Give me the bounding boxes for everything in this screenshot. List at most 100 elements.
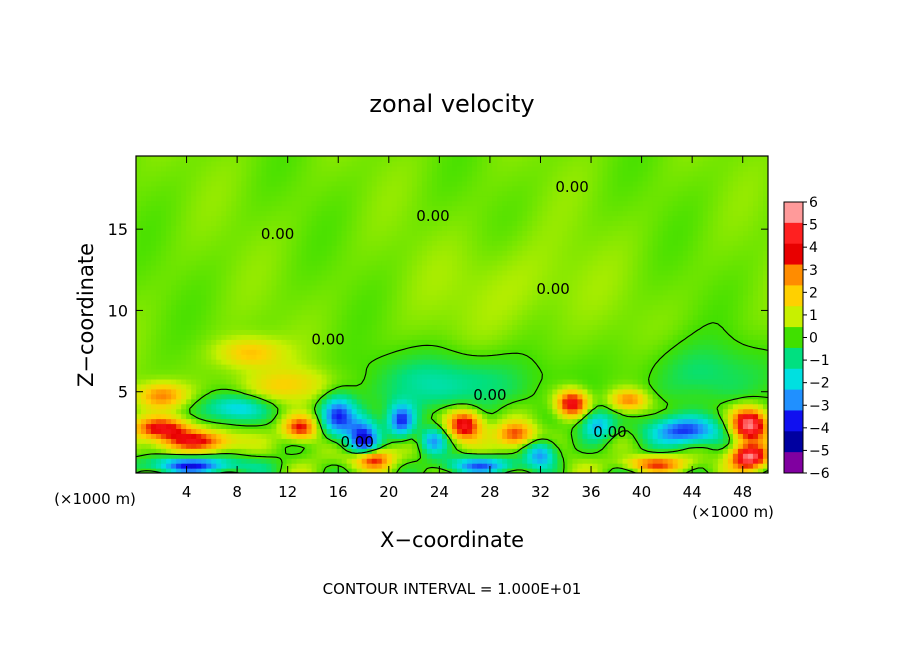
heatmap-cell bbox=[326, 368, 333, 375]
heatmap-cell bbox=[416, 463, 423, 469]
heatmap-cell bbox=[381, 368, 388, 375]
heatmap-cell bbox=[186, 304, 192, 311]
heatmap-cell bbox=[176, 284, 182, 291]
heatmap-cell bbox=[667, 393, 674, 400]
heatmap-cell bbox=[256, 433, 262, 439]
heatmap-cell bbox=[206, 378, 212, 385]
heatmap-cell bbox=[446, 339, 453, 345]
heatmap-cell bbox=[587, 349, 594, 355]
heatmap-cell bbox=[331, 388, 338, 395]
heatmap-cell bbox=[331, 314, 338, 321]
heatmap-cell bbox=[351, 364, 358, 370]
heatmap-cell bbox=[431, 299, 438, 306]
heatmap-cell bbox=[406, 433, 413, 439]
heatmap-cell bbox=[346, 314, 353, 321]
heatmap-cell bbox=[467, 289, 473, 296]
heatmap-cell bbox=[206, 304, 212, 311]
heatmap-cell bbox=[712, 364, 719, 370]
heatmap-cell bbox=[637, 418, 644, 425]
heatmap-cell bbox=[276, 408, 283, 415]
heatmap-cell bbox=[477, 398, 483, 405]
heatmap-cell bbox=[236, 408, 242, 415]
heatmap-cell bbox=[401, 448, 408, 454]
heatmap-cell bbox=[462, 314, 468, 321]
heatmap-cell bbox=[467, 468, 473, 473]
heatmap-cell bbox=[487, 388, 493, 395]
heatmap-cell bbox=[657, 368, 664, 375]
heatmap-cell bbox=[416, 453, 423, 459]
heatmap-cell bbox=[316, 443, 323, 449]
heatmap-cell bbox=[336, 393, 343, 400]
heatmap-cell bbox=[206, 443, 212, 449]
heatmap-cell bbox=[567, 458, 573, 464]
heatmap-cell bbox=[542, 438, 548, 444]
heatmap-cell bbox=[462, 364, 468, 370]
heatmap-cell bbox=[401, 433, 408, 439]
heatmap-cell bbox=[507, 324, 513, 330]
heatmap-cell bbox=[371, 423, 378, 430]
heatmap-cell bbox=[667, 398, 674, 405]
heatmap-cell bbox=[687, 463, 694, 469]
heatmap-cell bbox=[647, 403, 654, 410]
heatmap-cell bbox=[431, 453, 438, 459]
heatmap-cell bbox=[386, 319, 393, 325]
heatmap-cell bbox=[512, 393, 518, 400]
heatmap-cell bbox=[146, 334, 152, 340]
heatmap-cell bbox=[642, 373, 649, 380]
heatmap-cell bbox=[136, 458, 142, 464]
heatmap-cell bbox=[231, 349, 237, 355]
heatmap-cell bbox=[742, 289, 749, 296]
heatmap-cell bbox=[266, 359, 273, 365]
heatmap-cell bbox=[276, 388, 283, 395]
heatmap-cell bbox=[762, 319, 768, 325]
heatmap-cell bbox=[221, 279, 227, 286]
heatmap-cell bbox=[376, 289, 383, 296]
heatmap-cell bbox=[617, 458, 624, 464]
heatmap-cell bbox=[572, 413, 578, 420]
heatmap-cell bbox=[572, 373, 578, 380]
heatmap-cell bbox=[582, 423, 589, 430]
heatmap-cell bbox=[572, 468, 578, 473]
heatmap-cell bbox=[446, 274, 453, 281]
heatmap-cell bbox=[186, 468, 192, 473]
heatmap-cell bbox=[391, 423, 398, 430]
heatmap-cell bbox=[552, 294, 558, 301]
heatmap-cell bbox=[482, 428, 488, 434]
heatmap-cell bbox=[647, 443, 654, 449]
heatmap-cell bbox=[667, 344, 674, 350]
heatmap-cell bbox=[156, 418, 162, 425]
heatmap-cell bbox=[241, 428, 247, 434]
heatmap-cell bbox=[301, 413, 308, 420]
heatmap-cell bbox=[166, 453, 172, 459]
heatmap-cell bbox=[271, 364, 278, 370]
heatmap-cell bbox=[702, 458, 709, 464]
heatmap-cell bbox=[567, 453, 573, 459]
heatmap-cell bbox=[627, 304, 634, 311]
heatmap-cell bbox=[752, 448, 759, 454]
heatmap-cell bbox=[311, 334, 318, 340]
heatmap-cell bbox=[612, 398, 619, 405]
heatmap-cell bbox=[136, 364, 142, 370]
heatmap-cell bbox=[416, 403, 423, 410]
heatmap-cell bbox=[241, 319, 247, 325]
heatmap-cell bbox=[281, 418, 288, 425]
heatmap-cell bbox=[161, 418, 167, 425]
heatmap-cell bbox=[226, 408, 232, 415]
heatmap-cell bbox=[291, 304, 298, 311]
heatmap-cell bbox=[502, 463, 508, 469]
heatmap-cell bbox=[592, 309, 599, 316]
heatmap-cell bbox=[662, 304, 669, 311]
heatmap-cell bbox=[682, 304, 689, 311]
heatmap-cell bbox=[436, 368, 443, 375]
heatmap-cell bbox=[642, 393, 649, 400]
heatmap-cell bbox=[472, 304, 478, 311]
heatmap-cell bbox=[376, 314, 383, 321]
heatmap-cell bbox=[226, 329, 232, 335]
heatmap-cell bbox=[411, 299, 418, 306]
heatmap-cell bbox=[752, 294, 759, 301]
heatmap-cell bbox=[236, 448, 242, 454]
heatmap-cell bbox=[487, 349, 493, 355]
heatmap-cell bbox=[592, 388, 599, 395]
heatmap-cell bbox=[732, 433, 739, 439]
heatmap-cell bbox=[431, 398, 438, 405]
